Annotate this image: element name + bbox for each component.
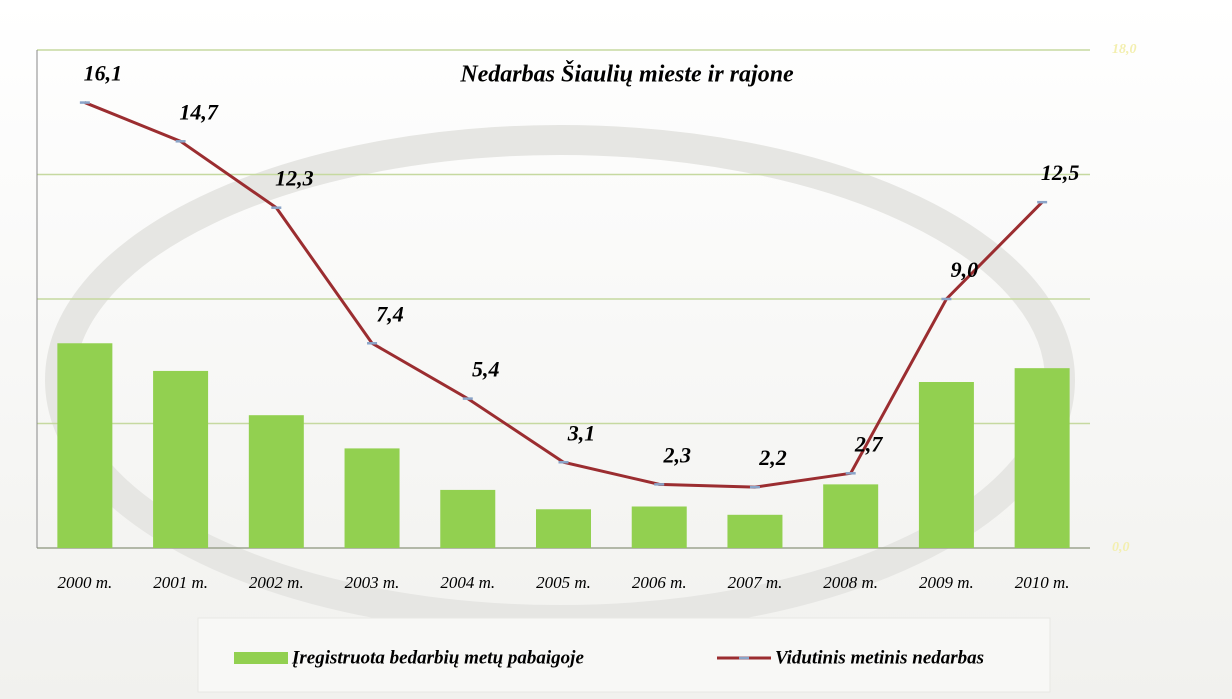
- x-tick-label: 2007 m.: [728, 573, 783, 592]
- bar: [727, 514, 783, 548]
- data-label: 12,5: [1041, 160, 1080, 185]
- bar: [248, 415, 304, 548]
- x-tick-label: 2004 m.: [440, 573, 495, 592]
- legend-label: Vidutinis metinis nedarbas: [775, 647, 984, 668]
- x-tick-label: 2002 m.: [249, 573, 304, 592]
- bar: [1014, 368, 1070, 548]
- chart-title: Nedarbas Šiaulių mieste ir rajone: [459, 61, 794, 88]
- data-label: 3,1: [567, 420, 596, 445]
- x-tick-label: 2005 m.: [536, 573, 591, 592]
- data-label: 2,2: [758, 445, 787, 470]
- bar: [57, 343, 113, 548]
- data-label: 16,1: [84, 61, 123, 86]
- data-label: 2,7: [854, 431, 884, 456]
- bar: [344, 448, 400, 548]
- legend-box: [197, 617, 1051, 693]
- x-tick-label: 2008 m.: [823, 573, 878, 592]
- bar: [918, 382, 974, 548]
- x-tick-label: 2010 m.: [1015, 573, 1070, 592]
- bar: [631, 506, 687, 548]
- data-label: 2,3: [662, 442, 691, 467]
- data-label: 5,4: [472, 357, 500, 382]
- bar: [823, 484, 879, 548]
- y2-tick-label: 18,0: [1112, 42, 1137, 57]
- bar: [153, 370, 209, 548]
- x-tick-label: 2000 m.: [57, 573, 112, 592]
- data-label: 14,7: [179, 99, 219, 124]
- data-label: 9,0: [951, 257, 979, 282]
- legend-swatch: [234, 652, 288, 664]
- bar: [536, 509, 591, 548]
- x-tick-label: 2001 m.: [153, 573, 208, 592]
- legend-label: Įregistruota bedarbių metų pabaigoje: [291, 647, 584, 668]
- data-label: 7,4: [376, 301, 404, 326]
- y2-tick-label: 0,0: [1112, 540, 1130, 555]
- bar: [440, 489, 496, 548]
- x-tick-label: 2003 m.: [345, 573, 400, 592]
- data-label: 12,3: [275, 166, 314, 191]
- x-tick-label: 2009 m.: [919, 573, 974, 592]
- x-tick-label: 2006 m.: [632, 573, 687, 592]
